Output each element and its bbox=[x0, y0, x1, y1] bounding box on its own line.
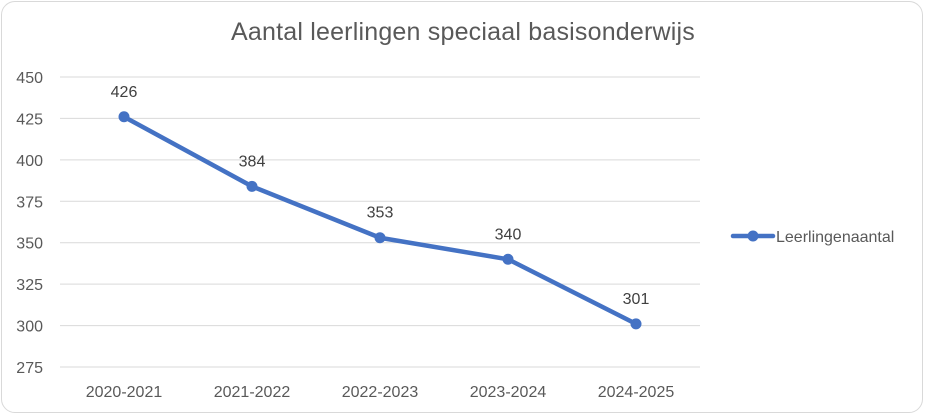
data-point bbox=[502, 253, 514, 265]
legend-point-marker bbox=[747, 230, 759, 242]
y-tick-label: 450 bbox=[16, 70, 43, 87]
series-group: 426 384 353 340 301 bbox=[111, 84, 650, 330]
y-tick-label: 325 bbox=[16, 277, 43, 294]
y-tick-label: 425 bbox=[16, 111, 43, 128]
x-tick-label: 2024-2025 bbox=[598, 384, 675, 401]
data-label: 353 bbox=[367, 205, 394, 222]
gridlines bbox=[60, 76, 700, 368]
y-tick-label: 350 bbox=[16, 236, 43, 253]
x-tick-label: 2023-2024 bbox=[470, 384, 547, 401]
data-label: 384 bbox=[239, 153, 266, 170]
chart-title: Aantal leerlingen speciaal basisonderwij… bbox=[230, 18, 696, 46]
y-tick-label: 300 bbox=[16, 319, 43, 336]
data-point bbox=[118, 111, 130, 123]
x-tick-label: 2022-2023 bbox=[342, 384, 419, 401]
y-tick-label: 375 bbox=[16, 194, 43, 211]
legend: Leerlingenaantal bbox=[730, 229, 894, 246]
x-tick-label: 2020-2021 bbox=[86, 384, 163, 401]
data-point bbox=[246, 180, 258, 192]
y-tick-label: 275 bbox=[16, 360, 43, 377]
x-axis: 2020-2021 2021-2022 2022-2023 2023-2024 2024… bbox=[86, 384, 675, 401]
data-point bbox=[630, 318, 642, 330]
x-tick-label: 2021-2022 bbox=[214, 384, 291, 401]
legend-label: Leerlingenaantal bbox=[776, 229, 894, 246]
data-label: 426 bbox=[111, 84, 138, 101]
data-label: 301 bbox=[623, 291, 650, 308]
data-label: 340 bbox=[495, 226, 522, 243]
data-point bbox=[374, 232, 386, 244]
y-tick-label: 400 bbox=[16, 153, 43, 170]
y-axis: 275 300 325 350 375 400 425 450 bbox=[16, 70, 43, 377]
